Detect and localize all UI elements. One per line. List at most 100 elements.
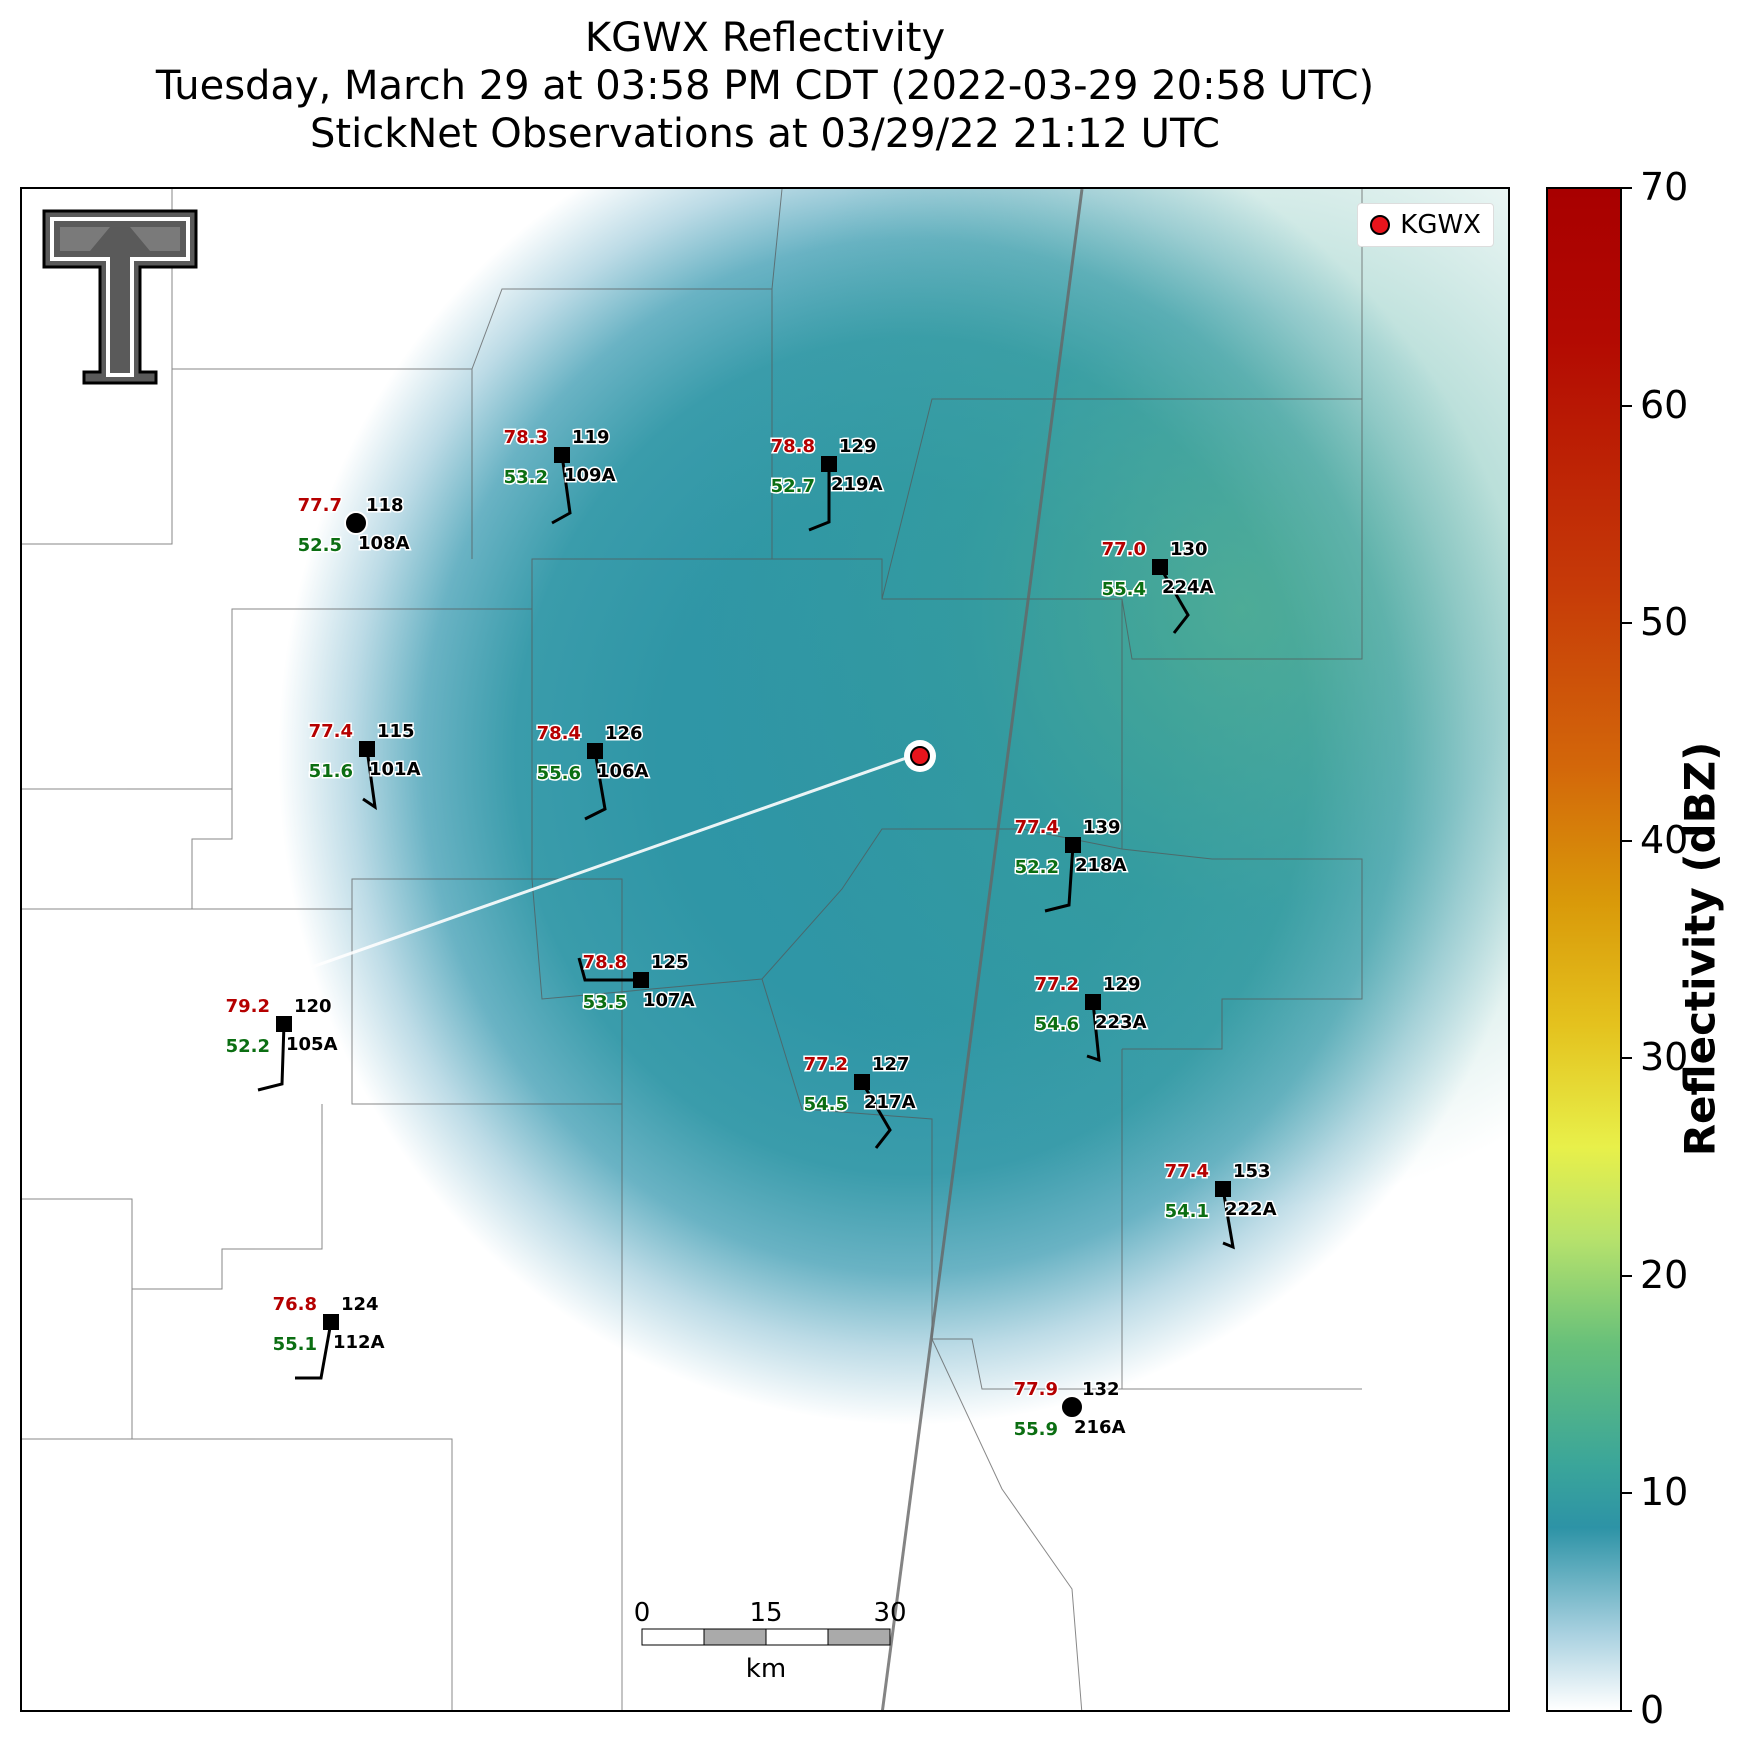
scale-tick-0: 0 [634,1598,651,1628]
station-temperature: 79.2 [226,996,270,1017]
wind-barb [1044,844,1075,913]
calm-wind-marker [344,511,368,535]
colorbar-tick-label: 20 [1640,1252,1689,1297]
station-108A[interactable]: 77.7 118 52.5 108A [296,494,411,558]
title-line-3: StickNet Observations at 03/29/22 21:12 … [310,111,1220,157]
station-id: 217A [864,1092,916,1113]
station-id: 223A [1095,1012,1147,1033]
station-id: 105A [286,1034,338,1055]
station-224A[interactable]: 77.0 130 55.4 224A [1100,538,1215,634]
station-dewpoint: 55.4 [1102,579,1146,600]
figure-title: KGWX Reflectivity Tuesday, March 29 at 0… [0,14,1530,158]
station-105A[interactable]: 79.2 120 52.2 105A [224,995,339,1092]
station-marker [1152,559,1168,575]
station-dewpoint: 52.2 [1015,857,1059,878]
station-dewpoint: 52.2 [226,1036,270,1057]
station-value: 126 [605,723,643,744]
station-value: 120 [294,996,332,1017]
station-dewpoint: 53.2 [504,467,548,488]
station-temperature: 78.8 [583,952,627,973]
station-218A[interactable]: 77.4 139 52.2 218A [1013,816,1128,913]
scale-tick-30: 30 [873,1598,906,1628]
station-value: 153 [1233,1161,1271,1182]
station-216A[interactable]: 77.9 132 55.9 216A [1012,1378,1127,1442]
station-marker [554,447,570,463]
station-dewpoint: 52.7 [771,476,815,497]
station-107A[interactable]: 78.8 125 53.5 107A [577,951,696,1015]
station-marker [276,1016,292,1032]
station-219A[interactable]: 78.8 129 52.7 219A [769,435,884,532]
station-temperature: 77.0 [1102,539,1146,560]
wind-barb [860,1081,892,1149]
wind-barb [1086,1001,1101,1063]
station-temperature: 77.2 [804,1054,848,1075]
wind-barb [362,748,377,811]
station-value: 125 [651,952,689,973]
scale-seg-1 [641,1628,705,1646]
station-value: 139 [1083,817,1121,838]
colorbar-tick-mark [1622,622,1632,625]
station-dewpoint: 54.5 [804,1094,848,1115]
station-dewpoint: 54.1 [1165,1201,1209,1222]
wind-barb [808,464,831,532]
county-boundaries [22,189,1363,1710]
station-217A[interactable]: 77.2 127 54.5 217A [802,1053,917,1149]
calm-wind-marker [1060,1395,1084,1419]
colorbar-tick-label: 10 [1640,1470,1689,1515]
station-112A[interactable]: 76.8 124 55.1 112A [271,1293,386,1380]
station-value: 115 [377,721,415,742]
station-marker [633,972,649,988]
station-marker [323,1314,339,1330]
colorbar-tick-mark [1622,839,1632,842]
station-value: 118 [366,495,404,516]
station-dewpoint: 54.6 [1035,1014,1079,1035]
scale-seg-2 [703,1628,767,1646]
station-temperature: 78.3 [504,427,548,448]
station-101A[interactable]: 77.4 115 51.6 101A [307,720,422,811]
colorbar-tick-label: 70 [1640,165,1689,209]
title-line-1: KGWX Reflectivity [584,15,946,61]
station-temperature: 77.2 [1035,974,1079,995]
station-dewpoint: 53.5 [583,992,627,1013]
station-109A[interactable]: 78.3 119 53.2 109A [502,426,617,525]
station-marker [854,1074,870,1090]
colorbar-tick-mark [1622,1274,1632,1277]
station-marker [1065,837,1081,853]
wind-barb [257,1023,286,1092]
station-106A[interactable]: 78.4 126 55.6 106A [535,722,650,821]
legend-label: KGWX [1400,210,1481,240]
colorbar-tick-label: 50 [1640,600,1689,645]
scale-unit: km [746,1654,786,1684]
station-value: 124 [341,1294,379,1315]
station-temperature: 78.8 [771,436,815,457]
station-223A[interactable]: 77.2 129 54.6 223A [1033,973,1148,1063]
station-marker [359,741,375,757]
radar-map[interactable]: 77.7 118 52.5 108A 78.3 119 53.2 109A 78.8 129 52.… [20,187,1510,1712]
map-overlay: 77.7 118 52.5 108A 78.3 119 53.2 109A 78.8 129 52.… [22,189,1363,1710]
station-id: 216A [1074,1417,1126,1438]
station-id: 106A [597,761,649,782]
scale-bar: 0 15 30 km [634,1598,907,1684]
scale-tick-15: 15 [749,1598,782,1628]
station-dewpoint: 55.6 [537,763,581,784]
colorbar-tick-label: 0 [1640,1688,1665,1732]
colorbar-tick-mark [1622,404,1632,407]
station-value: 119 [572,427,610,448]
wind-barb [1221,1188,1235,1250]
station-dewpoint: 55.9 [1014,1419,1058,1440]
station-value: 130 [1170,539,1208,560]
kgwx-radar-marker[interactable] [910,746,930,766]
texas-tech-logo [42,209,198,385]
station-id: 218A [1075,855,1127,876]
scale-seg-3 [765,1628,829,1646]
station-id: 222A [1225,1199,1277,1220]
station-value: 132 [1082,1379,1120,1400]
station-marker [587,743,603,759]
stations-layer: 77.7 118 52.5 108A 78.3 119 53.2 109A 78.8 129 52.… [224,426,1278,1442]
station-marker [821,456,837,472]
radar-dot-icon [1370,215,1391,235]
wind-barb [551,454,572,525]
wind-barb [577,957,641,982]
station-222A[interactable]: 77.4 153 54.1 222A [1163,1160,1278,1250]
station-dewpoint: 52.5 [298,535,342,556]
